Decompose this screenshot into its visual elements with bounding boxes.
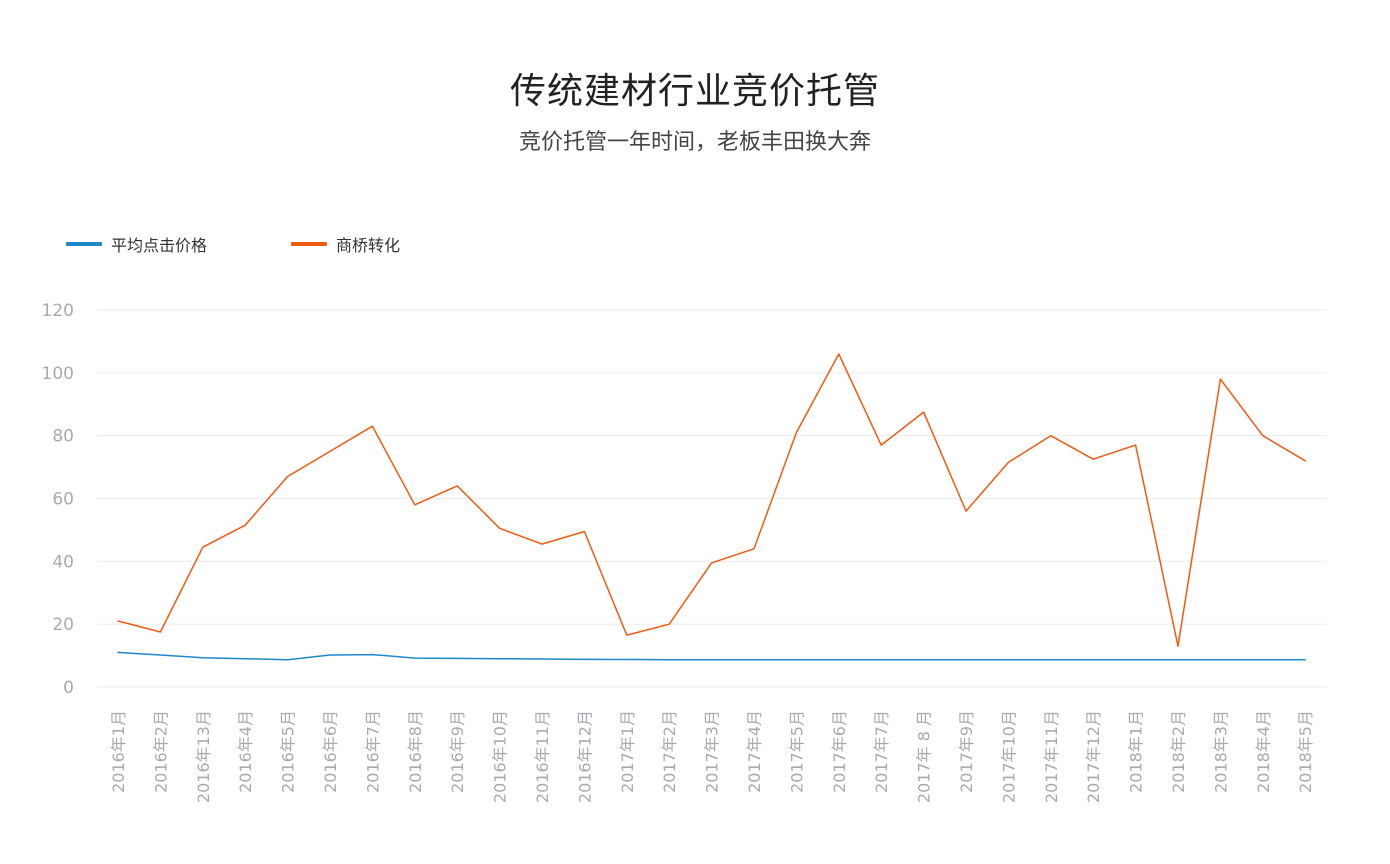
x-tick-label: 2017年5月 bbox=[787, 710, 806, 793]
x-tick-label: 2017年 8 月 bbox=[915, 710, 934, 803]
x-tick-label: 2016年10月 bbox=[491, 710, 510, 803]
x-tick-label: 2016年4月 bbox=[236, 710, 255, 793]
x-tick-label: 2017年11月 bbox=[1042, 710, 1061, 803]
x-tick-label: 2016年1月 bbox=[109, 710, 128, 793]
y-tick-label: 20 bbox=[52, 615, 74, 635]
chart-title: 传统建材行业竞价托管 bbox=[509, 71, 880, 112]
x-tick-label: 2016年6月 bbox=[321, 710, 340, 793]
x-tick-label: 2016年2月 bbox=[151, 710, 170, 793]
legend-swatch-avg-click-price bbox=[66, 242, 102, 246]
x-tick-label: 2017年6月 bbox=[830, 710, 849, 793]
x-tick-label: 2018年5月 bbox=[1296, 710, 1315, 793]
y-axis-labels: 0 20 40 60 80 100 120 bbox=[42, 301, 74, 698]
x-tick-label: 2017年1月 bbox=[618, 710, 637, 793]
x-tick-label: 2017年10月 bbox=[999, 710, 1018, 803]
legend-item-avg-click-price[interactable]: 平均点击价格 bbox=[66, 232, 207, 256]
x-tick-label: 2017年7月 bbox=[872, 710, 891, 793]
x-tick-label: 2018年3月 bbox=[1211, 710, 1230, 793]
legend-swatch-shangqiao-conversion bbox=[291, 242, 327, 246]
x-tick-label: 2016年8月 bbox=[406, 710, 425, 793]
legend-label-avg-click-price: 平均点击价格 bbox=[111, 236, 208, 255]
y-tick-label: 80 bbox=[52, 427, 74, 447]
x-tick-label: 2018年4月 bbox=[1254, 710, 1273, 793]
x-tick-label: 2017年9月 bbox=[957, 710, 976, 793]
x-tick-label: 2018年2月 bbox=[1169, 710, 1188, 793]
x-tick-label: 2016年5月 bbox=[279, 710, 298, 793]
x-tick-label: 2016年12月 bbox=[575, 710, 594, 803]
x-tick-label: 2017年4月 bbox=[745, 710, 764, 793]
series-line-shangqiao-conversion bbox=[117, 353, 1306, 647]
x-tick-label: 2017年2月 bbox=[660, 710, 679, 793]
legend-label-shangqiao-conversion: 商桥转化 bbox=[336, 236, 401, 255]
x-axis-labels: 2016年1月 2016年2月 2016年13月 2016年4月 2016年5月 2016… bbox=[109, 710, 1315, 803]
x-tick-label: 2017年12月 bbox=[1084, 710, 1103, 803]
y-tick-label: 120 bbox=[42, 301, 74, 321]
grid-lines bbox=[97, 309, 1326, 688]
y-tick-label: 0 bbox=[63, 678, 74, 698]
x-tick-label: 2016年7月 bbox=[363, 710, 382, 793]
chart-subtitle: 竞价托管一年时间，老板丰田换大奔 bbox=[518, 130, 871, 155]
y-tick-label: 100 bbox=[42, 364, 74, 384]
legend-item-shangqiao-conversion[interactable]: 商桥转化 bbox=[291, 232, 400, 256]
x-tick-label: 2017年3月 bbox=[703, 710, 722, 793]
y-tick-label: 40 bbox=[52, 552, 74, 572]
x-tick-label: 2016年9月 bbox=[448, 710, 467, 793]
series-line-avg-click-price bbox=[117, 651, 1306, 661]
x-tick-label: 2016年11月 bbox=[533, 710, 552, 803]
x-tick-label: 2016年13月 bbox=[194, 710, 213, 803]
y-tick-label: 60 bbox=[52, 490, 74, 510]
x-tick-label: 2018年1月 bbox=[1127, 710, 1146, 793]
